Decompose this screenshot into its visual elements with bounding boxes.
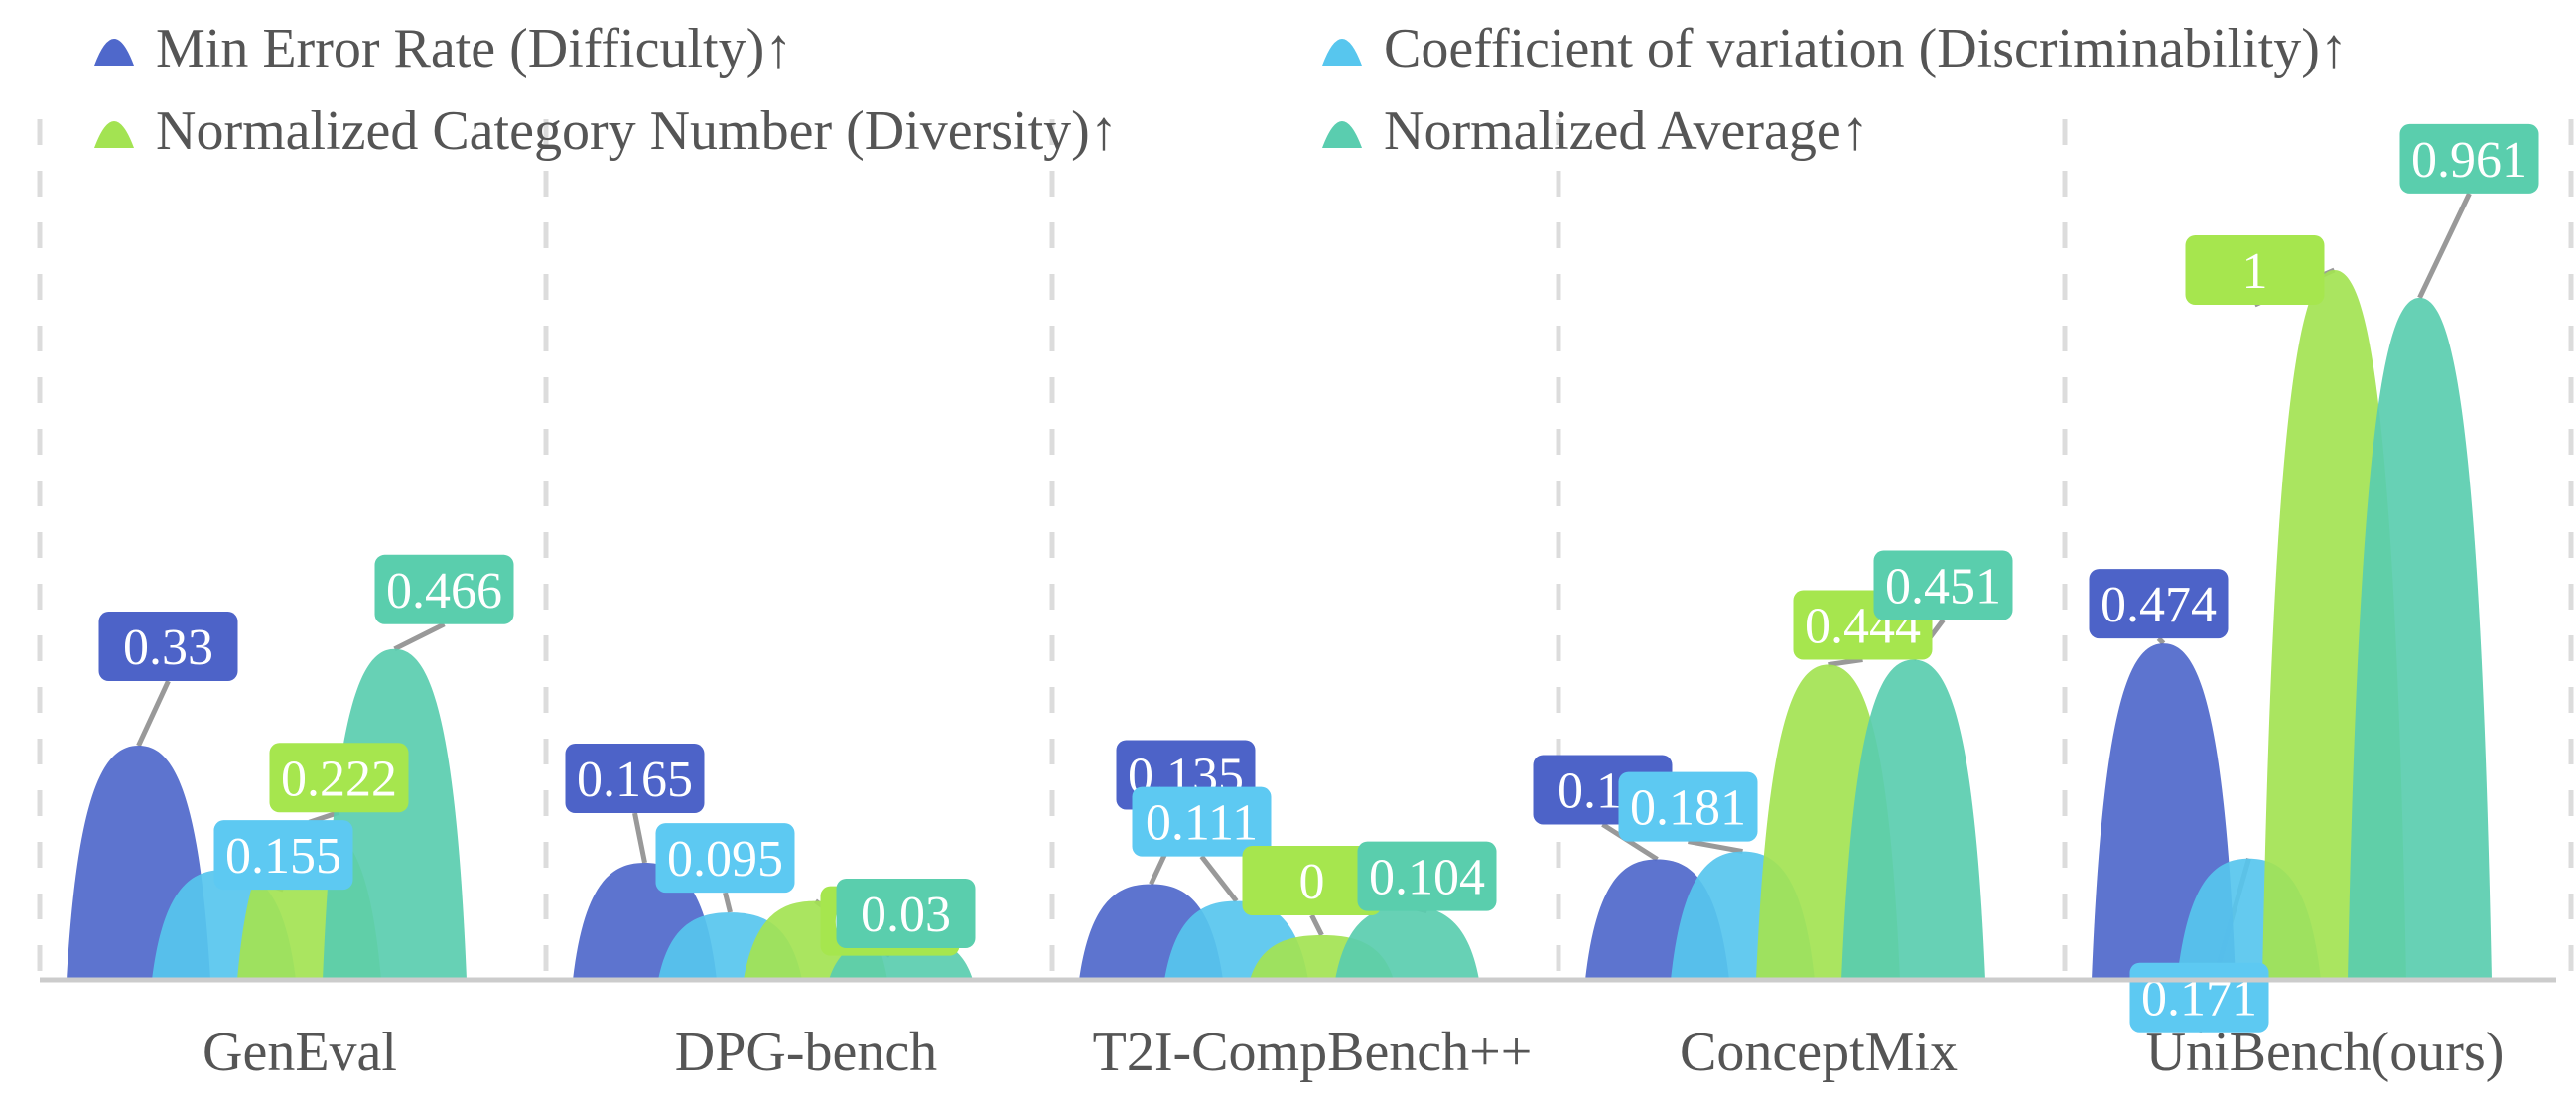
data-label-t2i-compbench-coefficient-of-variation-discriminability: 0.111 xyxy=(1132,786,1272,857)
bar-unibench-ours-normalized-average xyxy=(2348,297,2492,980)
data-label-unibench-ours-normalized-average: 0.961 xyxy=(2399,123,2539,194)
data-label-dpg-bench-min-error-rate-difficulty: 0.165 xyxy=(565,744,705,814)
data-label-t2i-compbench-normalized-average: 0.104 xyxy=(1357,841,1497,911)
data-label-unibench-ours-min-error-rate-difficulty: 0.474 xyxy=(2089,569,2229,639)
legend-marker-coefficient-of-variation-discriminability xyxy=(1322,39,1362,66)
legend-label-min-error-rate-difficulty: Min Error Rate (Difficulty)↑ xyxy=(156,18,792,79)
data-label-dpg-bench-coefficient-of-variation-discriminability: 0.095 xyxy=(655,823,795,894)
label-connector-dpg-bench-min-error-rate-difficulty xyxy=(632,812,647,864)
data-label-t2i-compbench-normalized-category-number-diversity: 0 xyxy=(1242,846,1382,915)
legend-marker-min-error-rate-difficulty xyxy=(94,39,134,66)
data-label-box xyxy=(269,743,409,813)
data-label-box xyxy=(2399,123,2539,194)
data-label-box xyxy=(1618,771,1758,842)
data-label-box xyxy=(2185,235,2325,305)
data-label-geneval-normalized-category-number-diversity: 0.222 xyxy=(269,743,409,813)
legend-label-normalized-average: Normalized Average↑ xyxy=(1384,100,1869,162)
label-connector-conceptmix-coefficient-of-variation-discriminability xyxy=(1688,839,1743,855)
data-label-text: 0.466 xyxy=(386,563,502,620)
data-label-geneval-min-error-rate-difficulty: 0.33 xyxy=(98,612,238,682)
data-label-text: 0 xyxy=(1299,854,1325,910)
legend-label-coefficient-of-variation-discriminability: Coefficient of variation (Discriminabili… xyxy=(1384,18,2348,79)
data-label-text: 0.474 xyxy=(2101,577,2217,633)
data-label-box xyxy=(98,612,238,682)
bar-conceptmix-normalized-average xyxy=(1841,659,1985,980)
label-connector-conceptmix-min-error-rate-difficulty xyxy=(1601,822,1659,862)
data-label-geneval-coefficient-of-variation-discriminability: 0.155 xyxy=(213,820,353,891)
bar-t2i-compbench-normalized-average xyxy=(1335,905,1479,980)
label-connector-t2i-compbench-coefficient-of-variation-discriminability xyxy=(1199,855,1239,903)
group-separators xyxy=(37,119,2574,980)
data-label-unibench-ours-normalized-category-number-diversity: 1 xyxy=(2185,235,2325,305)
x-axis: GenEval DPG-bench T2I-CompBench++ ConceptMi… xyxy=(40,977,2556,1083)
label-connector-unibench-ours-normalized-average xyxy=(2417,192,2472,299)
x-tick-label-geneval: GenEval xyxy=(203,1022,397,1083)
label-connector-t2i-compbench-normalized-category-number-diversity xyxy=(1309,913,1324,937)
legend-marker-normalized-category-number-diversity xyxy=(94,121,134,148)
x-tick-label-conceptmix: ConceptMix xyxy=(1680,1022,1958,1083)
data-label-text: 0.181 xyxy=(1630,780,1746,837)
data-label-text: 0.33 xyxy=(123,620,213,676)
data-label-box xyxy=(2089,569,2229,639)
data-label-conceptmix-coefficient-of-variation-discriminability: 0.181 xyxy=(1618,771,1758,842)
label-connector-unibench-ours-min-error-rate-difficulty xyxy=(2156,636,2166,645)
x-tick-label-t2i-compbench: T2I-CompBench++ xyxy=(1093,1022,1533,1083)
data-label-box xyxy=(1357,841,1497,911)
label-connector-geneval-normalized-average xyxy=(393,621,446,652)
data-label-text: 0.095 xyxy=(667,831,783,888)
label-connector-conceptmix-normalized-category-number-diversity xyxy=(1828,657,1863,668)
data-label-box xyxy=(374,554,514,624)
data-label-dpg-bench-normalized-average: 0.03 xyxy=(836,879,976,948)
data-label-box xyxy=(1242,846,1382,915)
data-label-text: 0.03 xyxy=(861,887,951,943)
data-label-text: 0.155 xyxy=(225,828,341,885)
data-label-text: 1 xyxy=(2242,243,2268,300)
data-label-box xyxy=(565,744,705,814)
x-tick-label-unibench-ours: UniBench(ours) xyxy=(2146,1022,2505,1083)
label-connector-dpg-bench-coefficient-of-variation-discriminability xyxy=(723,892,733,913)
data-label-box xyxy=(213,820,353,891)
bars xyxy=(67,270,2492,980)
data-label-box xyxy=(1873,550,2013,620)
legend-label-normalized-category-number-diversity: Normalized Category Number (Diversity)↑ xyxy=(156,100,1118,162)
data-label-text: 0.961 xyxy=(2411,132,2527,189)
data-label-text: 0.111 xyxy=(1146,795,1258,852)
data-label-geneval-normalized-average: 0.466 xyxy=(374,554,514,624)
data-labels: 0.33 0.155 0.222 0.466 0.165 0.095 0.111 0.03 0.… xyxy=(98,123,2539,1033)
label-connector-geneval-min-error-rate-difficulty xyxy=(136,680,171,748)
x-tick-label-dpg-bench: DPG-bench xyxy=(675,1022,937,1083)
legend: Min Error Rate (Difficulty)↑ Coefficient … xyxy=(94,18,2348,162)
data-label-text: 0.165 xyxy=(577,752,693,808)
data-label-text: 0.104 xyxy=(1369,850,1485,906)
data-label-text: 0.222 xyxy=(281,751,397,807)
data-label-box xyxy=(836,879,976,948)
data-label-box xyxy=(1132,786,1272,857)
data-label-box xyxy=(655,823,795,894)
bar-geneval-normalized-average xyxy=(323,648,467,980)
data-label-conceptmix-normalized-average: 0.451 xyxy=(1873,550,2013,620)
data-label-text: 0.451 xyxy=(1885,559,2001,616)
legend-marker-normalized-average xyxy=(1322,121,1362,148)
